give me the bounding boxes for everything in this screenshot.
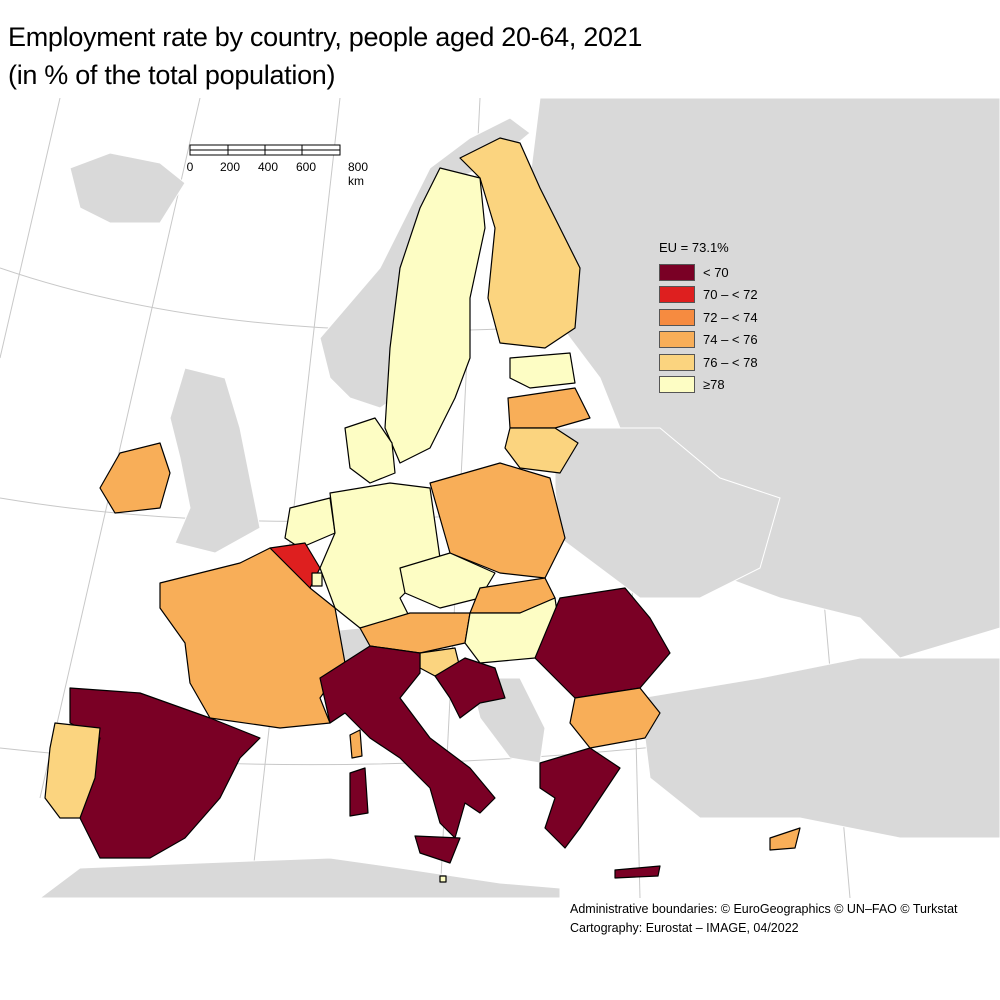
credits-boundaries: Administrative boundaries: © EuroGeograp… [570,902,958,916]
country-denmark [344,417,396,484]
scale-label-0: 0 [186,160,194,174]
legend-row: 76 – < 78 [659,351,758,374]
country-latvia [507,387,591,429]
north-africa [39,857,561,898]
scale-bar: 0 200 400 600 800 km [186,140,388,188]
country-italy [319,645,496,839]
scale-label-400: 400 [257,160,279,174]
country-bulgaria [569,687,661,749]
non-eu-land [39,98,1000,898]
country-malta [439,875,447,883]
country-cyprus [769,827,801,851]
legend-row: ≥78 [659,374,758,397]
country-luxembourg [311,572,323,587]
legend-swatch [659,308,695,326]
legend-row: 72 – < 74 [659,306,758,329]
legend-label: 76 – < 78 [703,354,758,370]
legend-row: < 70 [659,261,758,284]
country-netherlands [284,497,336,549]
turkey [639,657,1000,839]
country-croatia [434,657,506,719]
map-legend: EU = 73.1% < 70 70 – < 72 72 – < 74 74 –… [659,240,758,396]
legend-swatch [659,353,695,371]
scale-label-600: 600 [295,160,317,174]
country-corsica [349,729,363,759]
country-lithuania [504,427,579,474]
legend-label: 74 – < 76 [703,332,758,348]
legend-label: 72 – < 74 [703,309,758,325]
legend-swatch [659,331,695,349]
eu-countries [44,137,801,883]
legend-swatch [659,286,695,304]
country-crete [614,865,661,879]
map-credits: Administrative boundaries: © EuroGeograp… [570,900,958,938]
credits-cartography: Cartography: Eurostat – IMAGE, 04/2022 [570,921,799,935]
legend-label: 70 – < 72 [703,287,758,303]
legend-row: 74 – < 76 [659,329,758,352]
russia-region [524,98,1000,659]
legend-title: EU = 73.1% [659,240,729,255]
country-sicily [414,835,461,864]
country-greece [539,747,621,849]
legend-label: ≥78 [703,377,725,393]
legend-swatch [659,263,695,281]
choropleth-map [0,98,1000,898]
iceland [69,152,186,224]
legend-swatch [659,376,695,394]
country-finland [459,137,581,349]
country-sweden [384,167,486,464]
legend-row: 70 – < 72 [659,284,758,307]
scale-label-200: 200 [219,160,241,174]
country-estonia [509,352,576,389]
great-britain [169,367,261,554]
map-subtitle: (in % of the total population) [8,60,336,90]
country-germany [319,482,441,629]
country-portugal [44,722,101,819]
country-sardinia [349,767,369,817]
map-title: Employment rate by country, people aged … [8,22,643,52]
country-france [159,547,346,729]
scale-label-800: 800 km [347,160,369,188]
country-ireland [99,442,171,514]
legend-label: < 70 [703,264,729,280]
